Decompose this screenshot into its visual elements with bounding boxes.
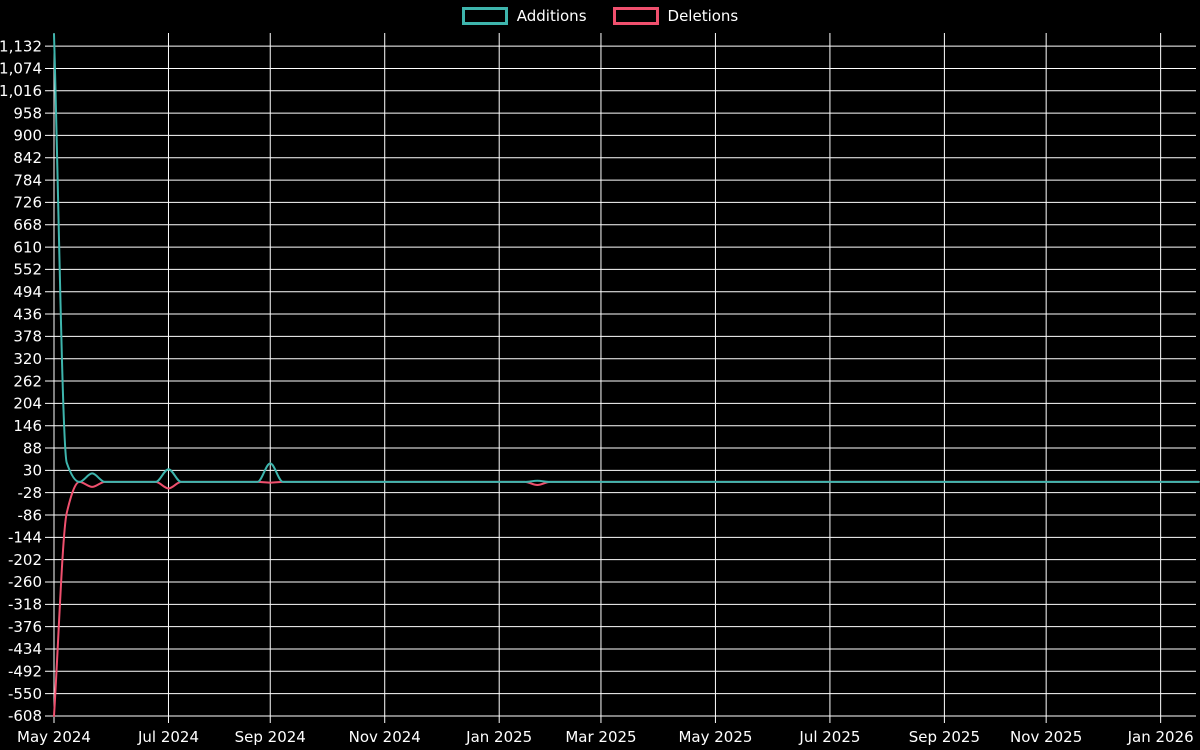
y-tick-label: 610 <box>13 238 42 256</box>
y-tick-label: -434 <box>8 640 42 658</box>
x-tick-label: May 2025 <box>678 728 752 746</box>
y-tick-label: 726 <box>13 194 42 212</box>
y-tick-label: -608 <box>8 707 42 725</box>
y-tick-label: -144 <box>8 529 42 547</box>
y-tick-label: 436 <box>13 305 42 323</box>
y-tick-label: 262 <box>13 372 42 390</box>
x-axis-labels: May 2024 Jul 2024 Sep 2024 Nov 2024 Jan 2025… <box>17 728 1194 746</box>
grid-vertical <box>53 33 1162 723</box>
x-tick-label: May 2024 <box>17 728 91 746</box>
additions-swatch-icon <box>461 7 508 25</box>
legend-item-deletions[interactable]: Deletions <box>612 7 739 25</box>
y-tick-label: -492 <box>8 663 42 681</box>
x-tick-label: Sep 2025 <box>909 728 980 746</box>
legend-label-deletions: Deletions <box>667 7 739 25</box>
y-tick-label: -550 <box>8 685 42 703</box>
x-tick-label: Sep 2024 <box>235 728 306 746</box>
y-tick-label: 1,074 <box>0 60 42 78</box>
x-tick-label: Nov 2025 <box>1010 728 1082 746</box>
x-tick-label: Jan 2026 <box>1127 728 1194 746</box>
y-tick-label: 204 <box>13 395 42 413</box>
x-tick-label: Jul 2024 <box>137 728 199 746</box>
x-tick-label: Jul 2025 <box>798 728 860 746</box>
y-tick-label: 842 <box>13 149 42 167</box>
deletions-line <box>53 480 1200 717</box>
y-tick-label: 494 <box>13 283 42 301</box>
y-tick-label: -28 <box>18 484 43 502</box>
grid-horizontal <box>45 45 1196 717</box>
y-tick-label: -260 <box>8 573 42 591</box>
x-tick-label: Nov 2024 <box>349 728 421 746</box>
y-tick-label: -376 <box>8 618 42 636</box>
x-tick-label: Mar 2025 <box>565 728 636 746</box>
y-tick-label: 30 <box>23 462 42 480</box>
deletions-swatch-icon <box>612 7 659 25</box>
y-tick-label: 320 <box>13 350 42 368</box>
y-tick-label: -318 <box>8 596 42 614</box>
y-tick-label: 958 <box>13 104 42 122</box>
y-tick-label: 1,016 <box>0 82 42 100</box>
y-tick-label: -86 <box>18 506 43 524</box>
chart-legend: Additions Deletions <box>0 7 1200 25</box>
y-tick-label: -202 <box>8 551 42 569</box>
x-tick-label: Jan 2025 <box>465 728 532 746</box>
y-tick-label: 1,132 <box>0 37 42 55</box>
y-tick-label: 88 <box>23 439 42 457</box>
y-tick-label: 378 <box>13 328 42 346</box>
y-tick-label: 668 <box>13 216 42 234</box>
y-tick-label: 146 <box>13 417 42 435</box>
y-axis-labels: 1,132 1,074 1,016 958 900 842 784 726 668 610 552 4… <box>0 37 42 725</box>
additions-line <box>53 33 1200 483</box>
legend-label-additions: Additions <box>516 7 587 25</box>
y-tick-label: 900 <box>13 127 42 145</box>
y-tick-label: 552 <box>13 261 42 279</box>
legend-item-additions[interactable]: Additions <box>461 7 587 25</box>
y-tick-label: 784 <box>13 171 42 189</box>
